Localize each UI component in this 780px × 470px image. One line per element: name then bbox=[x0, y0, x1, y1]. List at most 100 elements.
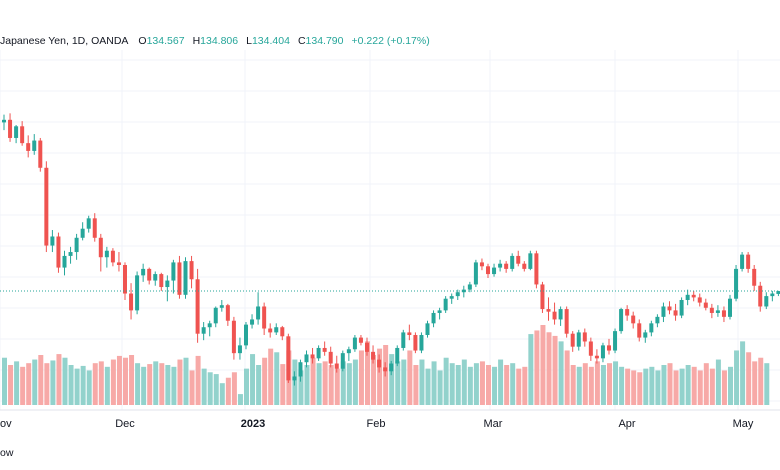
candle bbox=[352, 335, 357, 352]
candle-body bbox=[673, 310, 678, 316]
candle bbox=[50, 230, 55, 253]
candle-body bbox=[419, 335, 424, 351]
candle-body bbox=[740, 254, 745, 269]
candle bbox=[643, 329, 648, 343]
volume-bar bbox=[709, 368, 715, 405]
volume-bar bbox=[510, 363, 516, 405]
candle-body bbox=[268, 328, 273, 333]
candle bbox=[619, 307, 624, 334]
candle bbox=[123, 262, 127, 300]
candle-body bbox=[594, 355, 599, 359]
candle bbox=[419, 332, 424, 354]
volume-bar bbox=[685, 365, 691, 405]
candle bbox=[540, 281, 545, 313]
candle bbox=[776, 290, 780, 297]
volume-bar bbox=[38, 355, 44, 405]
candle bbox=[250, 314, 255, 329]
volume-bar bbox=[673, 370, 679, 405]
candle-body bbox=[443, 298, 448, 311]
candle bbox=[334, 355, 339, 373]
candle-body bbox=[395, 347, 400, 364]
candle bbox=[528, 250, 533, 271]
volume-bar bbox=[631, 370, 637, 405]
volume-bar bbox=[746, 352, 752, 405]
candle-body bbox=[44, 167, 49, 246]
volume-bar bbox=[74, 368, 80, 405]
candle bbox=[280, 325, 285, 341]
candle-body bbox=[135, 275, 140, 311]
candle bbox=[237, 337, 242, 360]
candle-body bbox=[667, 306, 672, 311]
candle bbox=[461, 285, 466, 298]
candle bbox=[225, 303, 230, 326]
low-label: L bbox=[246, 35, 252, 47]
candle-body bbox=[752, 268, 757, 286]
volume-bar bbox=[443, 357, 449, 405]
candle bbox=[38, 137, 43, 172]
candle-body bbox=[431, 312, 436, 324]
volume-bar bbox=[619, 366, 625, 405]
volume-bar bbox=[62, 357, 68, 405]
candle-body bbox=[298, 362, 303, 377]
candle-body bbox=[286, 336, 291, 381]
volume-bar bbox=[262, 357, 268, 405]
candle-body bbox=[588, 341, 593, 356]
candle bbox=[26, 135, 31, 158]
candle-body bbox=[310, 354, 315, 359]
candle-body bbox=[56, 236, 61, 268]
volume-bar bbox=[764, 363, 770, 405]
volume-bar bbox=[752, 361, 758, 405]
volume-bar bbox=[449, 363, 455, 405]
candle-body bbox=[328, 351, 333, 364]
candle-body bbox=[728, 298, 732, 317]
footer-label: ow bbox=[0, 447, 14, 459]
candle bbox=[625, 305, 630, 321]
volume-bar bbox=[479, 361, 485, 405]
volume-bar bbox=[697, 370, 703, 405]
open-value: 134.567 bbox=[146, 35, 185, 47]
candle-body bbox=[371, 351, 376, 360]
candle-body bbox=[504, 263, 509, 269]
candle bbox=[365, 337, 369, 356]
candle bbox=[177, 255, 182, 299]
candle bbox=[697, 293, 702, 307]
candle-body bbox=[697, 297, 702, 303]
volume-bar bbox=[244, 368, 249, 405]
candle-body bbox=[123, 265, 127, 294]
candle-body bbox=[613, 331, 618, 351]
volume-bar bbox=[371, 355, 377, 405]
volume-bar bbox=[649, 366, 655, 405]
candle-body bbox=[116, 262, 121, 265]
volume-bar bbox=[728, 366, 733, 405]
candle bbox=[310, 347, 315, 364]
candle bbox=[455, 289, 460, 300]
candle bbox=[407, 324, 412, 341]
high-label: H bbox=[192, 35, 201, 47]
candle-body bbox=[407, 332, 412, 335]
volume-bar bbox=[50, 360, 56, 405]
volume-bar bbox=[8, 365, 14, 405]
time-tick-label: Mar bbox=[484, 418, 503, 430]
candle-body bbox=[262, 306, 267, 329]
candle-body bbox=[486, 266, 490, 275]
volume-bar bbox=[582, 363, 588, 405]
candle-body bbox=[322, 347, 327, 352]
candle bbox=[383, 362, 388, 377]
candle-body bbox=[292, 376, 297, 381]
volume-bar bbox=[552, 335, 558, 405]
candle-body bbox=[20, 126, 25, 144]
candle bbox=[189, 255, 194, 289]
volume-bar bbox=[691, 366, 697, 405]
volume-bar bbox=[473, 363, 479, 405]
candle bbox=[516, 250, 521, 267]
candle bbox=[44, 161, 49, 253]
volume-bar bbox=[32, 359, 38, 405]
candle-body bbox=[38, 140, 43, 168]
candle bbox=[262, 302, 267, 335]
volume-bar bbox=[26, 363, 32, 405]
candle-body bbox=[50, 236, 55, 246]
volume-bar bbox=[667, 363, 673, 405]
candle bbox=[68, 246, 73, 264]
candle bbox=[467, 281, 472, 293]
